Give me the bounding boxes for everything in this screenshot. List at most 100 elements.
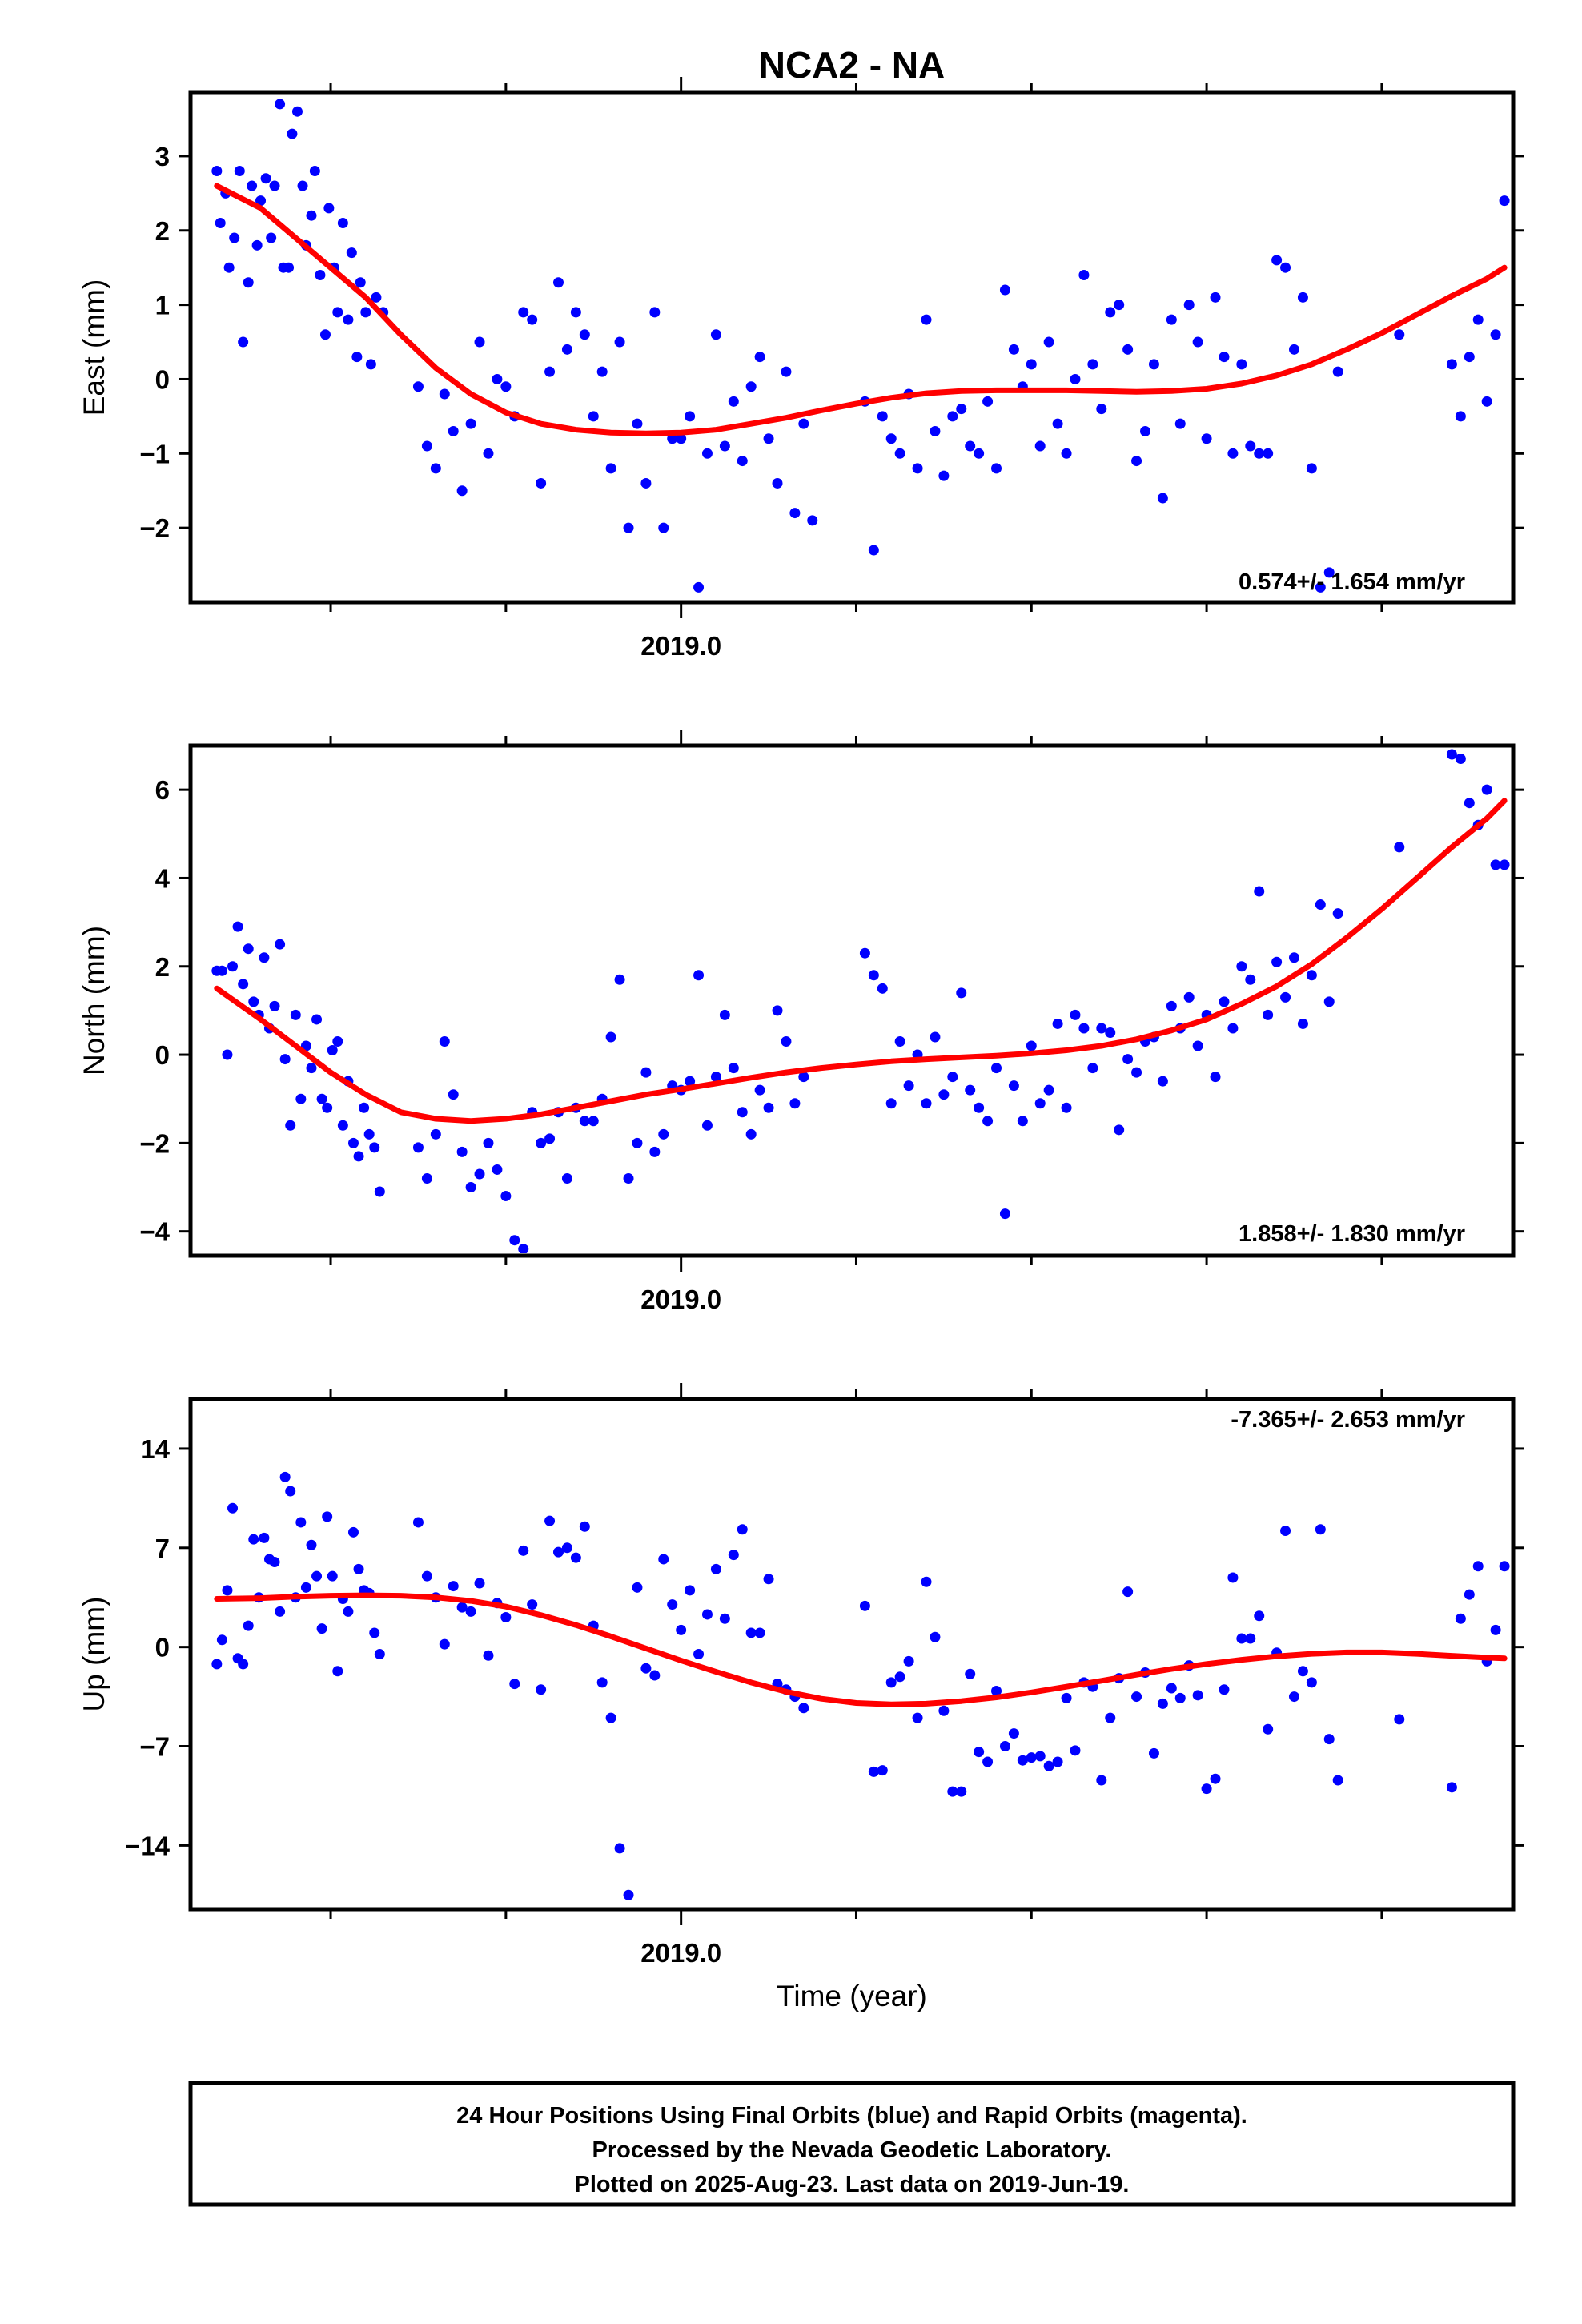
up-data-point	[227, 1502, 239, 1514]
up-data-point	[1446, 1782, 1457, 1793]
east-data-point	[234, 165, 245, 176]
up-data-point	[921, 1576, 932, 1587]
east-data-point	[266, 232, 277, 243]
east-data-point	[1183, 300, 1195, 311]
north-data-point	[1210, 1072, 1221, 1083]
up-data-point	[238, 1659, 249, 1670]
north-data-point	[632, 1137, 643, 1148]
up-data-point	[1499, 1561, 1510, 1572]
east-data-point	[1114, 300, 1125, 311]
east-data-point	[306, 210, 317, 221]
east-data-point	[275, 99, 286, 110]
north-data-point	[509, 1235, 520, 1246]
north-plot-frame	[188, 743, 1516, 1258]
east-data-point	[623, 522, 634, 533]
east-data-point	[570, 307, 581, 318]
north-data-point	[439, 1036, 450, 1047]
east-data-point	[260, 173, 271, 184]
up-data-point	[1192, 1690, 1203, 1701]
up-data-point	[1052, 1756, 1063, 1767]
up-data-point	[561, 1542, 572, 1554]
up-data-point	[605, 1712, 616, 1723]
north-data-point	[483, 1137, 494, 1148]
east-data-point	[319, 329, 331, 340]
up-data-point	[938, 1705, 950, 1716]
east-data-point	[1157, 493, 1168, 504]
north-data-point	[1043, 1084, 1054, 1096]
north-data-point	[474, 1168, 485, 1180]
north-data-point	[1288, 952, 1299, 963]
north-data-point	[623, 1172, 634, 1184]
east-data-point	[1192, 336, 1203, 348]
up-data-point	[306, 1539, 317, 1550]
up-panel: 14 7 0 −7 −14 2019.0 Up (mm) -7.365+/- 2.653 mm…	[78, 1383, 1524, 1968]
north-data-point	[763, 1102, 774, 1113]
east-data-point	[1096, 404, 1107, 415]
up-data-point	[763, 1574, 774, 1585]
up-data-point	[285, 1486, 296, 1497]
north-data-point	[1332, 908, 1343, 919]
north-data-point	[337, 1120, 348, 1131]
north-y-tick-label: −4	[139, 1217, 170, 1247]
north-data-point	[719, 1009, 730, 1020]
up-x-tick-label: 2019.0	[640, 1938, 721, 1968]
east-data-point	[1122, 344, 1134, 355]
up-data-point	[1297, 1666, 1308, 1677]
east-data-point	[745, 381, 757, 392]
east-data-point	[1087, 359, 1098, 370]
east-data-point	[251, 239, 263, 251]
north-data-point	[965, 1084, 976, 1096]
north-data-point	[1315, 899, 1326, 911]
north-data-point	[243, 943, 254, 955]
up-data-point	[216, 1634, 227, 1646]
north-data-point	[1481, 784, 1492, 795]
east-data-point	[365, 359, 376, 370]
east-data-point	[474, 336, 485, 348]
north-data-point	[518, 1244, 529, 1253]
east-data-point	[287, 128, 298, 139]
east-data-point	[1008, 344, 1019, 355]
north-y-axis-label: North (mm)	[78, 926, 110, 1076]
up-data-point	[300, 1582, 311, 1593]
up-data-point	[1026, 1752, 1037, 1763]
up-data-point	[1131, 1691, 1142, 1703]
north-data-point	[614, 974, 625, 985]
up-data-point	[295, 1517, 307, 1528]
up-data-point	[719, 1613, 730, 1624]
up-data-point	[701, 1609, 713, 1620]
north-data-point	[412, 1142, 424, 1153]
north-panel: 6 4 2 0 −2 −4 2019.0 North (mm) 1.858+/- 1.830 m…	[78, 730, 1524, 1314]
east-data-point	[1166, 314, 1177, 325]
east-data-point	[1499, 195, 1510, 207]
east-y-axis-label: East (mm)	[78, 279, 110, 416]
east-data-point	[754, 352, 765, 363]
east-data-point	[701, 448, 713, 459]
north-data-point	[359, 1102, 370, 1113]
east-data-point	[930, 425, 941, 436]
east-data-point	[719, 440, 730, 452]
north-data-point	[1096, 1023, 1107, 1034]
up-data-point	[474, 1578, 485, 1589]
up-data-point	[947, 1786, 958, 1797]
north-data-point	[728, 1063, 739, 1074]
north-data-point	[1499, 859, 1510, 870]
north-data-point	[1254, 886, 1265, 897]
north-data-point	[947, 1072, 958, 1083]
north-plot-area	[211, 749, 1510, 1253]
north-data-point	[877, 983, 888, 994]
up-data-point	[1472, 1561, 1484, 1572]
north-data-point	[1306, 970, 1317, 981]
east-data-point	[1227, 448, 1239, 459]
up-data-point	[269, 1556, 280, 1567]
north-data-point	[279, 1054, 291, 1065]
north-data-point	[311, 1014, 323, 1025]
up-data-point	[1174, 1692, 1186, 1703]
up-y-tick-label: 7	[155, 1534, 170, 1563]
up-data-point	[222, 1585, 233, 1596]
north-data-point	[1297, 1018, 1308, 1029]
up-data-point	[1017, 1755, 1028, 1766]
up-data-point	[930, 1631, 941, 1642]
east-y-tick-label: 1	[155, 291, 170, 320]
up-data-point	[536, 1684, 547, 1695]
